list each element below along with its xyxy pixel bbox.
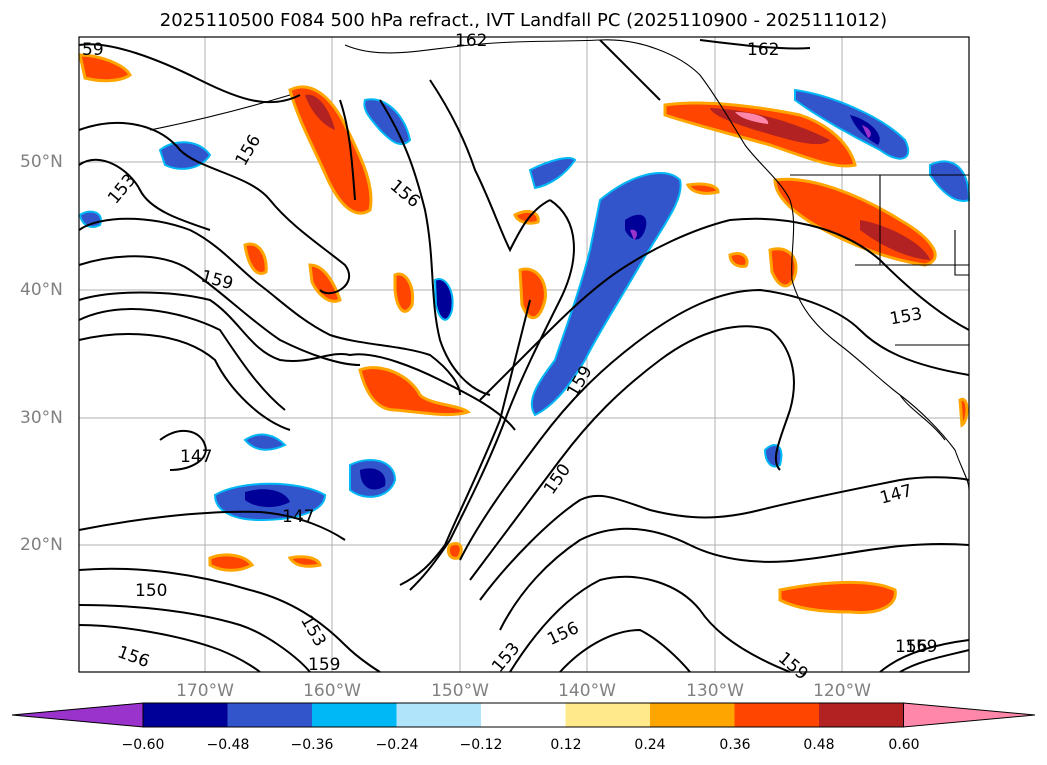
lat-label-20n: 20°N: [20, 535, 63, 555]
contour-label: 59: [82, 40, 104, 60]
lon-label-170w: 170°W: [176, 681, 234, 701]
contour-label: 156: [895, 637, 927, 657]
map-plot: 59 162 162 156 153 156 159 159 150 147 1…: [78, 31, 971, 684]
colorbar-bin: [227, 703, 312, 727]
colorbar-segments: [11, 702, 1036, 728]
lat-label-30n: 30°N: [20, 408, 63, 428]
map-title: 2025110500 F084 500 hPa refract., IVT La…: [159, 10, 888, 31]
colorbar-outline: [142, 702, 904, 728]
colorbar-tick: 0.60: [888, 737, 920, 753]
colorbar-tick: 0.24: [634, 737, 666, 753]
contour-label: 162: [747, 40, 779, 60]
colorbar-bin: [819, 703, 904, 727]
colorbar-bin: [650, 703, 735, 727]
contour-label: 147: [282, 507, 314, 527]
contour-label: 162: [455, 31, 487, 51]
colorbar-bin: [396, 703, 481, 727]
lat-label-40n: 40°N: [20, 280, 63, 300]
colorbar-tick: −0.36: [290, 737, 334, 753]
colorbar-tick: −0.12: [459, 737, 503, 753]
colorbar-bin: [565, 703, 650, 727]
colorbar-tick: −0.48: [206, 737, 250, 753]
contour-label: 159: [905, 637, 937, 657]
colorbar-bin: [734, 703, 819, 727]
lon-label-140w: 140°W: [558, 681, 616, 701]
colorbar-bin: [143, 703, 228, 727]
colorbar-tick: −0.60: [121, 737, 165, 753]
colorbar-tick: 0.48: [803, 737, 835, 753]
lon-label-150w: 150°W: [431, 681, 489, 701]
lon-label-120w: 120°W: [813, 681, 871, 701]
colorbar-tick: 0.12: [550, 737, 582, 753]
contour-label: 147: [180, 447, 212, 467]
colorbar: [11, 702, 1036, 728]
lon-label-160w: 160°W: [303, 681, 361, 701]
height-contours: [78, 39, 970, 673]
lat-label-50n: 50°N: [20, 152, 63, 172]
contour-label: 150: [135, 581, 167, 601]
colorbar-extend-min: [11, 702, 144, 728]
colorbar-extend-max: [903, 702, 1036, 728]
colorbar-tick: −0.24: [375, 737, 419, 753]
colorbar-bin: [312, 703, 397, 727]
contour-label: 159: [308, 655, 340, 675]
colorbar-tick: 0.36: [719, 737, 751, 753]
coastlines: [149, 39, 970, 491]
colorbar-bin: [481, 703, 566, 727]
lon-label-130w: 130°W: [686, 681, 744, 701]
